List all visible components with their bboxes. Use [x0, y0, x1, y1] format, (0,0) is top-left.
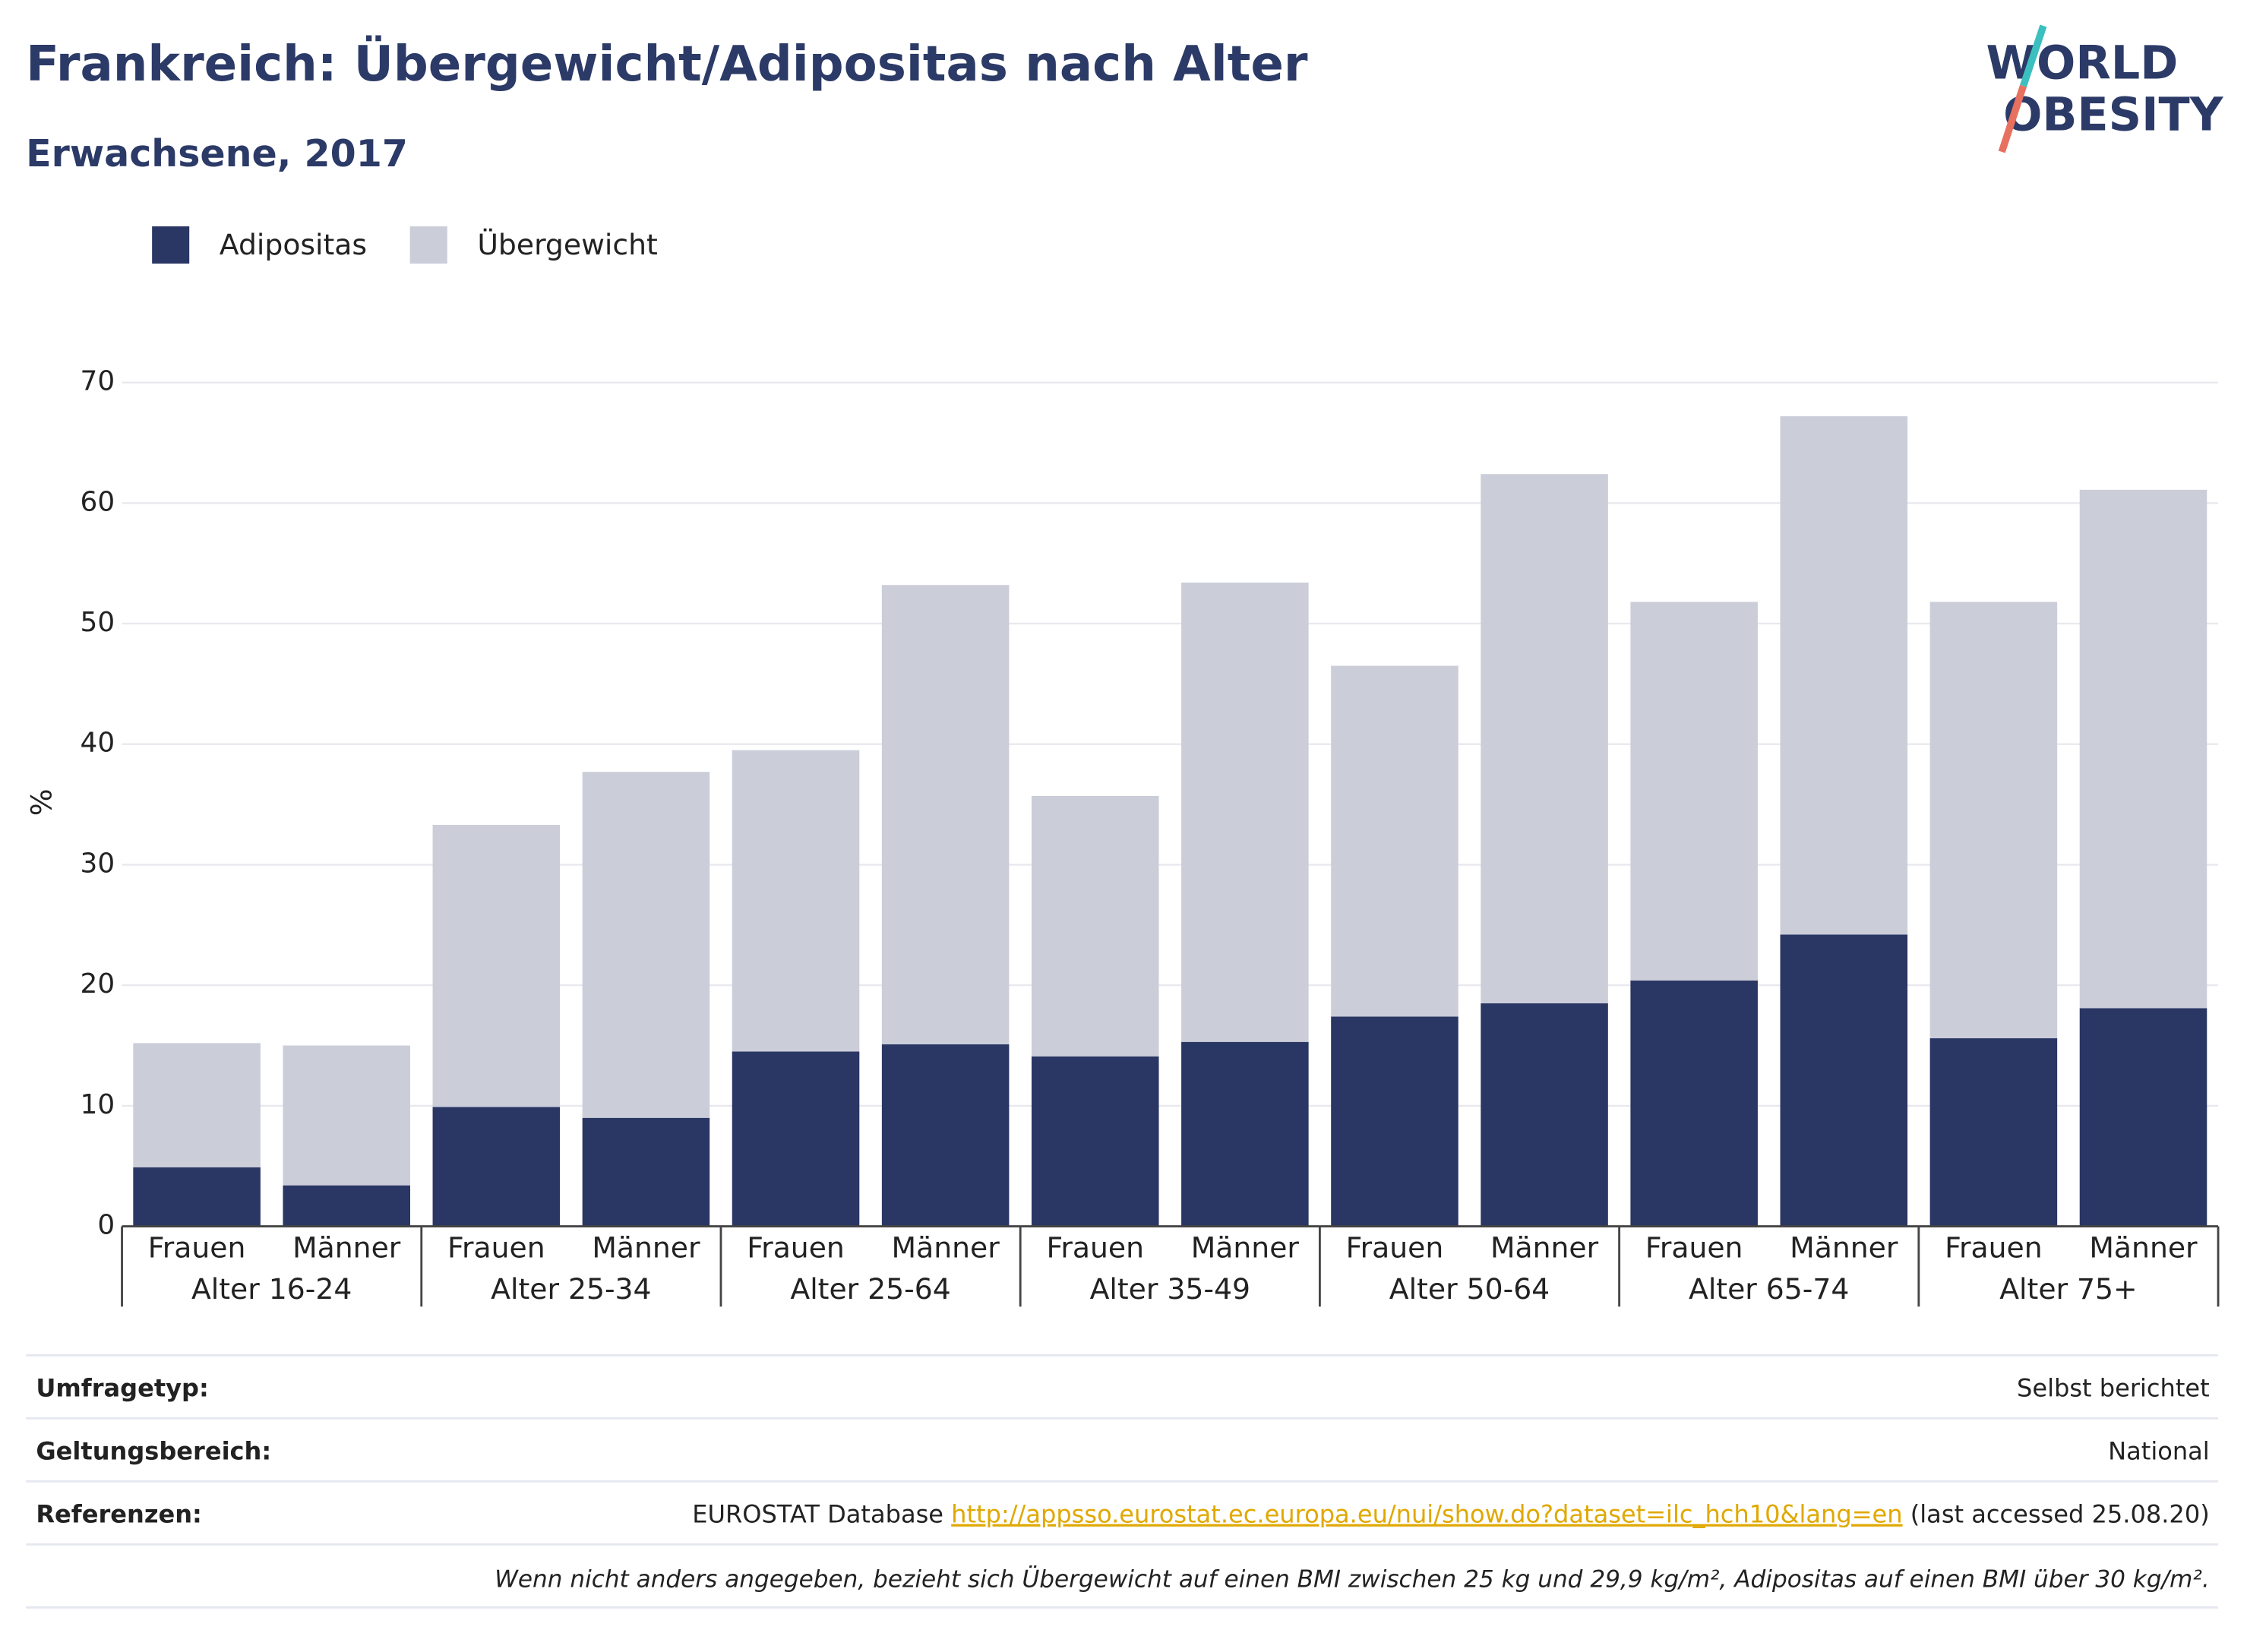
- row-value: National: [2108, 1437, 2210, 1466]
- bar-segment: [1031, 1056, 1159, 1227]
- group-label: Alter 65-74: [1689, 1272, 1849, 1306]
- chart-title: Frankreich: Übergewicht/Adipositas nach …: [26, 35, 1308, 93]
- y-tick-label: 30: [81, 848, 115, 879]
- note: Wenn nicht anders angegeben, bezieht sic…: [495, 1564, 2210, 1593]
- bar-segment: [732, 1051, 860, 1227]
- chart-subtitle: Erwachsene, 2017: [26, 131, 408, 175]
- row-label: Referenzen:: [36, 1500, 201, 1529]
- group-label: Alter 35-49: [1090, 1272, 1250, 1306]
- bar-segment: [582, 1117, 710, 1227]
- bar-segment: [881, 585, 1010, 1044]
- bar-segment: [1331, 1016, 1458, 1227]
- x-tick-label: Männer: [592, 1230, 700, 1264]
- logo: WORLD OBESITY: [1986, 24, 2224, 153]
- row-value: Selbst berichtet: [2017, 1374, 2210, 1403]
- bar-segment: [133, 1043, 261, 1167]
- x-tick-label: Männer: [1490, 1230, 1599, 1264]
- bar-segment: [1929, 602, 2058, 1038]
- x-tick-label: Männer: [892, 1230, 1000, 1264]
- x-tick-label: Frauen: [1945, 1230, 2043, 1264]
- bar-segment: [1780, 934, 1908, 1227]
- x-tick-label: Frauen: [1346, 1230, 1444, 1264]
- y-tick-label: 10: [81, 1089, 115, 1120]
- bar-segment: [1031, 795, 1159, 1057]
- y-tick-label: 20: [81, 968, 115, 1000]
- bar-segment: [283, 1185, 410, 1227]
- bar-segment: [432, 825, 561, 1107]
- y-tick-label: 40: [81, 728, 115, 759]
- bar-segment: [283, 1045, 410, 1186]
- x-tick-label: Männer: [1790, 1230, 1898, 1264]
- group-label: Alter 25-64: [790, 1272, 950, 1306]
- bar-segment: [1630, 980, 1758, 1227]
- y-tick-label: 60: [81, 486, 115, 517]
- reference-link[interactable]: http://appsso.eurostat.ec.europa.eu/nui/…: [951, 1500, 1902, 1529]
- bar-segment: [1929, 1038, 2058, 1227]
- logo-text: WORLD: [1986, 36, 2178, 90]
- x-tick-label: Frauen: [1046, 1230, 1144, 1264]
- x-tick-label: Frauen: [1645, 1230, 1743, 1264]
- bar-segment: [1630, 602, 1758, 981]
- reference-suffix: (last accessed 25.08.20): [1903, 1500, 2210, 1529]
- bar-segment: [1481, 474, 1608, 1003]
- legend-swatch: [409, 226, 447, 264]
- plot: 0 10 20 30 40 50 60 70 Adipositas Übergewicht Frau…: [81, 226, 2220, 1307]
- bar-segment: [881, 1044, 1010, 1227]
- bar-segment: [1181, 1041, 1309, 1227]
- x-tick-label: Frauen: [747, 1230, 845, 1264]
- row-label: Geltungsbereich:: [36, 1437, 271, 1466]
- logo-text: OBESITY: [2003, 88, 2224, 141]
- bar-segment: [732, 750, 860, 1052]
- row-label: Umfragetyp:: [36, 1374, 208, 1403]
- bar-segment: [432, 1107, 561, 1227]
- footer: Umfragetyp: Selbst berichtet Geltungsberei…: [26, 1354, 2219, 1609]
- bar-segment: [133, 1167, 261, 1227]
- reference-text: EUROSTAT Database: [692, 1500, 951, 1529]
- y-tick-label: 0: [97, 1210, 115, 1241]
- group-label: Alter 50-64: [1389, 1272, 1550, 1306]
- logo-stroke: [2020, 24, 2047, 87]
- bar-segment: [582, 772, 710, 1118]
- group-label: Alter 75+: [1999, 1272, 2137, 1306]
- legend-label: Übergewicht: [477, 228, 658, 261]
- bar-segment: [2079, 1008, 2207, 1227]
- bar-segment: [1481, 1003, 1608, 1227]
- y-tick-label: 50: [81, 607, 115, 638]
- x-tick-label: Männer: [1191, 1230, 1300, 1264]
- logo-stroke: [1998, 84, 2027, 153]
- bar-segment: [2079, 489, 2207, 1009]
- x-tick-label: Frauen: [447, 1230, 545, 1264]
- y-tick-label: 70: [81, 366, 115, 397]
- x-tick-label: Männer: [292, 1230, 401, 1264]
- legend-swatch: [152, 226, 190, 264]
- group-label: Alter 25-34: [491, 1272, 651, 1306]
- bar-segment: [1331, 665, 1458, 1017]
- y-axis-label: %: [24, 788, 58, 816]
- group-label: Alter 16-24: [191, 1272, 352, 1306]
- reference: EUROSTAT Database http://appsso.eurostat…: [692, 1500, 2209, 1529]
- bar-segment: [1780, 416, 1908, 935]
- bar-segment: [1181, 583, 1309, 1042]
- x-tick-label: Männer: [2089, 1230, 2198, 1264]
- x-tick-label: Frauen: [148, 1230, 246, 1264]
- legend-label: Adipositas: [220, 228, 367, 261]
